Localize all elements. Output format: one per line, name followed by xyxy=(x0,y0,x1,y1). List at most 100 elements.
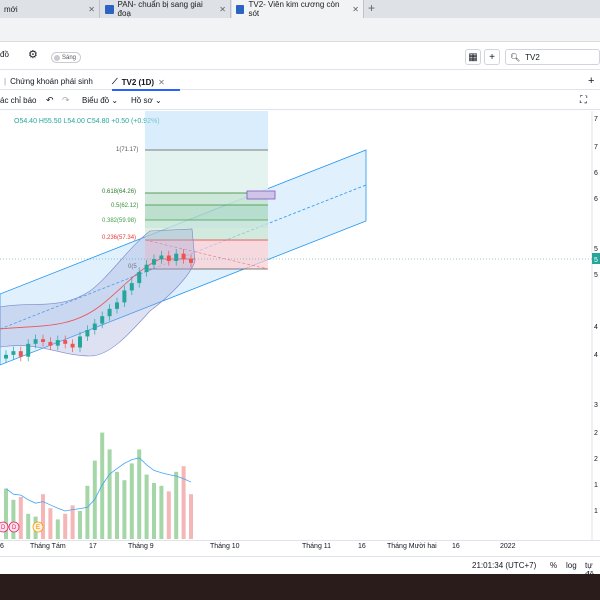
browser-tab[interactable]: PAN- chuẩn bị sang giai đoạ ✕ xyxy=(101,0,231,18)
theme-toggle[interactable]: Sáng xyxy=(51,52,81,63)
price-tick: 5 xyxy=(594,246,598,253)
candle xyxy=(4,354,8,359)
candle xyxy=(189,259,193,263)
price-tick: 7 xyxy=(594,116,598,123)
theme-label: Sáng xyxy=(62,54,77,61)
fib-label-0: 0(5 xyxy=(128,264,137,270)
volume-bar xyxy=(115,471,119,539)
ohlc-readout: O54.40 H55.50 L54.00 C54.80 +0.50 (+0.92… xyxy=(14,118,160,125)
tab-title: PAN- chuẩn bị sang giai đoạ xyxy=(117,0,203,18)
close-icon[interactable]: ✕ xyxy=(352,4,359,14)
volume-bar xyxy=(144,474,149,539)
candle xyxy=(181,253,186,260)
close-icon[interactable]: ✕ xyxy=(219,4,226,14)
profile-label: Hồ sơ xyxy=(131,96,153,105)
browser-tab[interactable]: mới ✕ xyxy=(0,0,100,18)
candle xyxy=(18,351,23,357)
volume-bar xyxy=(85,485,90,539)
target-box[interactable] xyxy=(246,190,276,200)
chart-type-button[interactable]: Biểu đồ ⌄ xyxy=(82,96,118,105)
volume-bar xyxy=(4,488,8,539)
new-tab-button[interactable]: + xyxy=(368,1,376,15)
candle xyxy=(33,339,38,344)
event-badge[interactable] xyxy=(0,521,9,533)
chevron-down-icon: ⌄ xyxy=(111,96,119,105)
volume-bar xyxy=(48,508,53,539)
tab-separator: | xyxy=(4,77,7,86)
tab-tv2[interactable]: ⟋ TV2 (1D) ✕ xyxy=(112,77,165,87)
volume-group xyxy=(4,432,193,539)
grid-icon[interactable]: ▦ xyxy=(465,49,481,65)
fib-label-0382: 0.382(59.98) xyxy=(102,218,136,224)
indicators-button[interactable]: ác chỉ báo xyxy=(0,96,37,105)
fib-label-0618: 0.618(64.26) xyxy=(102,189,136,195)
time-tick: 2022 xyxy=(500,543,516,550)
fib-label-0236: 0.236(57.34) xyxy=(102,235,136,241)
volume-bar xyxy=(189,494,193,539)
candle xyxy=(48,341,53,346)
price-axis: 7 7 6 6 5 5 4 4 3 2 2 1 1 xyxy=(594,116,598,515)
close-icon[interactable]: ✕ xyxy=(158,77,165,87)
candle xyxy=(92,323,97,330)
time-tick: Tháng 10 xyxy=(210,543,240,550)
add-chart-button[interactable]: + xyxy=(588,75,595,87)
chart-tabs: | Chứng khoán phái sinh ⟋ TV2 (1D) ✕ + xyxy=(0,75,600,91)
profile-button[interactable]: Hồ sơ ⌄ xyxy=(131,96,162,105)
candle xyxy=(166,255,171,261)
price-chart[interactable]: 1(71.17) 0.618(64.26) 0.5(62.12) 0.382(5… xyxy=(0,111,600,540)
address-bar-row xyxy=(0,18,600,42)
event-badge[interactable] xyxy=(32,521,44,533)
price-tick: 5 xyxy=(594,272,598,279)
volume-moving-average xyxy=(5,457,192,512)
fib-label-05: 0.5(62.12) xyxy=(111,203,138,209)
search-value: TV2 xyxy=(525,52,540,62)
search-icon: 🔍︎ xyxy=(510,52,521,62)
clock-time[interactable]: 21:01:34 (UTC+7) xyxy=(472,561,537,570)
time-axis: 6 Tháng Tám 17 Tháng 9 Tháng 10 Tháng 11… xyxy=(0,540,600,554)
tab-label: TV2 (1D) xyxy=(121,77,155,87)
time-tick: Tháng Mười hai xyxy=(387,543,437,550)
volume-bar xyxy=(152,483,156,539)
toggle-knob xyxy=(54,54,60,61)
price-tick: 3 xyxy=(594,402,598,409)
tab-derivatives[interactable]: | Chứng khoán phái sinh xyxy=(4,77,93,86)
volume-bar xyxy=(26,513,31,539)
close-icon[interactable]: ✕ xyxy=(88,4,95,14)
last-price-value: 5 xyxy=(594,257,598,264)
time-tick: 16 xyxy=(358,543,366,550)
candle xyxy=(85,330,90,337)
price-tick: 2 xyxy=(594,456,598,463)
gear-icon[interactable]: ⚙ xyxy=(28,49,38,61)
volume-bar xyxy=(78,511,82,539)
event-badge-letter: E xyxy=(36,525,40,531)
volume-bar xyxy=(166,491,171,539)
chart-icon: ⟋ xyxy=(112,77,118,86)
price-tick: 1 xyxy=(594,508,598,515)
app-toolbar: đồ ⚙ Sáng ▦ + 🔍︎ TV2 xyxy=(0,44,600,70)
event-badge-letter: D xyxy=(1,525,6,531)
volume-bar xyxy=(18,497,23,539)
plus-icon[interactable]: + xyxy=(484,49,500,65)
candle xyxy=(137,272,142,284)
desktop-background xyxy=(0,574,600,600)
tab-title: TV2- Viên kim cương còn sót xyxy=(248,0,340,18)
volume-bar xyxy=(41,494,45,539)
percent-scale-button[interactable]: % xyxy=(550,561,558,570)
event-badge[interactable] xyxy=(8,521,20,533)
candle xyxy=(41,339,45,342)
redo-icon[interactable]: ↷ xyxy=(62,95,70,105)
undo-icon[interactable]: ↶ xyxy=(46,95,54,105)
candle xyxy=(122,290,127,303)
price-tick: 7 xyxy=(594,144,598,151)
fib-zone-05 xyxy=(145,205,268,220)
log-scale-button[interactable]: log xyxy=(566,561,577,570)
active-tab-indicator xyxy=(112,89,180,91)
candle xyxy=(63,340,68,344)
fib-zone-upper xyxy=(145,150,268,193)
toolbar-left-label[interactable]: đồ xyxy=(0,50,9,59)
candle xyxy=(70,343,75,348)
symbol-search-input[interactable]: 🔍︎ TV2 xyxy=(505,49,600,65)
time-tick: 17 xyxy=(89,543,97,550)
browser-tab-active[interactable]: TV2- Viên kim cương còn sót ✕ xyxy=(232,0,364,18)
fullscreen-icon[interactable]: ⛶ xyxy=(580,95,587,106)
